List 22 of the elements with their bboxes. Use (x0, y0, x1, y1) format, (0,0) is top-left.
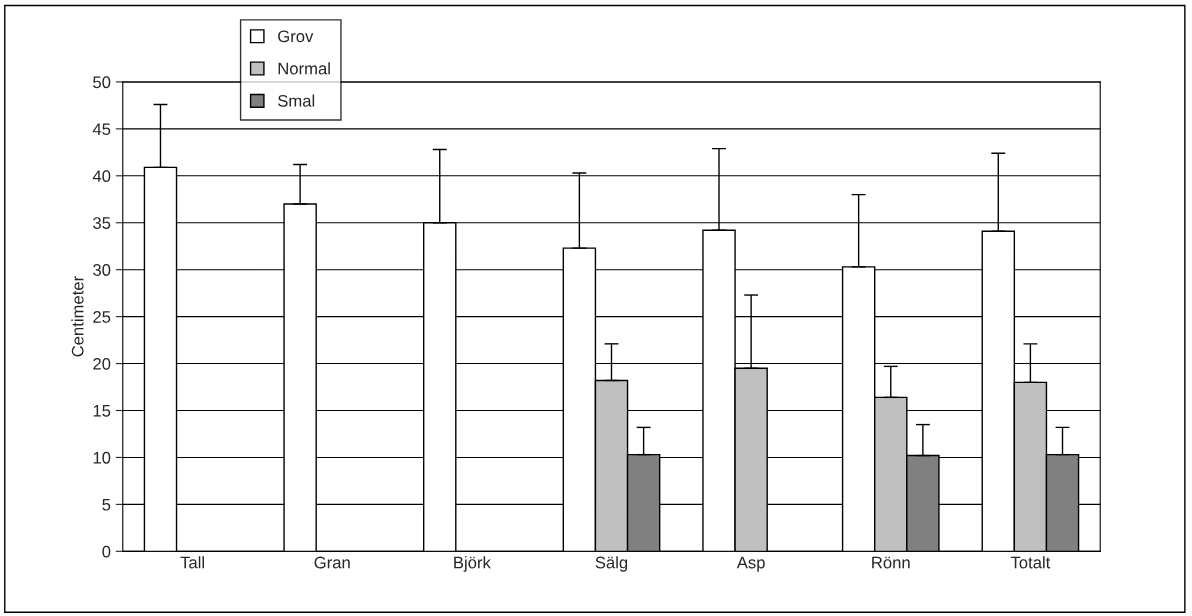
legend-label: Smal (278, 94, 315, 107)
y-tick-label: 5 (102, 498, 111, 511)
y-tick-label: 40 (92, 170, 111, 183)
x-tick-label: Rönn (872, 556, 910, 569)
y-tick-label: 45 (92, 123, 111, 136)
x-tick-label: Björk (454, 556, 491, 572)
legend-label: Grov (278, 30, 314, 43)
y-tick-label: 35 (93, 217, 111, 229)
y-tick-label: 25 (93, 311, 111, 323)
x-tick-label: Gran (314, 556, 350, 569)
y-tick-label: 10 (93, 451, 111, 464)
x-tick-label: Sälg (595, 556, 628, 572)
y-tick-label: 15 (93, 405, 111, 417)
x-tick-label: Tall (180, 556, 204, 569)
y-axis-title: Centimeter (71, 276, 84, 357)
legend-label: Normal (278, 62, 330, 75)
y-tick-label: 20 (93, 357, 111, 370)
y-tick-label: 50 (93, 76, 111, 89)
x-tick-label: Asp (736, 556, 765, 572)
x-tick-label: Totalt (1010, 556, 1051, 569)
y-tick-label: 0 (102, 545, 111, 558)
y-tick-label: 30 (93, 264, 111, 276)
